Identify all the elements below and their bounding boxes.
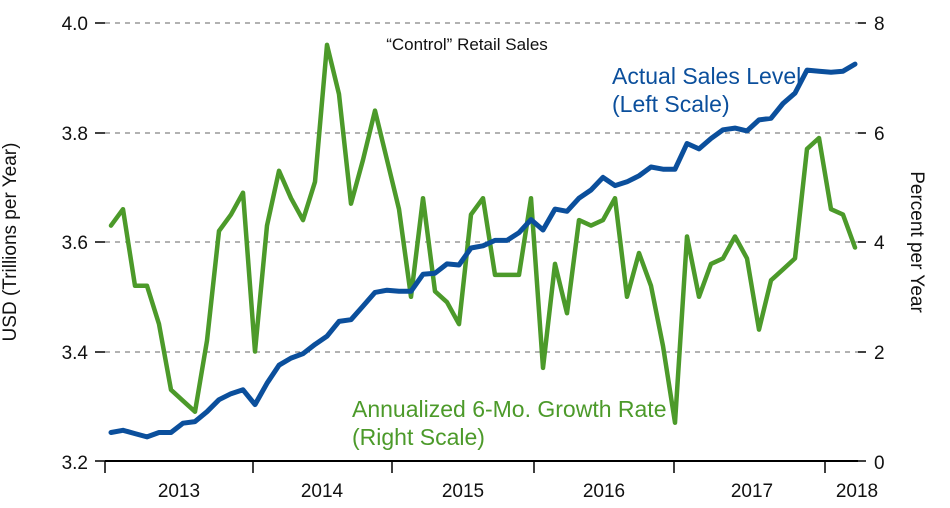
- left-tick-label: 3.2: [62, 453, 88, 474]
- x-ticks: [104, 461, 826, 473]
- series-line-growth-rate: [108, 42, 858, 425]
- green-series-sublabel: (Right Scale): [352, 424, 485, 450]
- right-ticks: [858, 22, 866, 462]
- green-series-label: Annualized 6-Mo. Growth Rate: [352, 396, 667, 422]
- x-tick-labels: 2013 2014 2015 2016 2017 2018: [158, 481, 878, 502]
- left-tick-label: 3.6: [62, 233, 88, 254]
- left-tick-label: 3.4: [62, 343, 89, 364]
- right-tick-labels: 8 6 4 2 0: [874, 14, 885, 474]
- series-line-sales-level: [108, 61, 858, 440]
- chart-title: “Control” Retail Sales: [386, 35, 548, 54]
- x-tick-label: 2013: [158, 481, 200, 502]
- left-tick-labels: 4.0 3.8 3.6 3.4 3.2: [62, 14, 89, 474]
- right-tick-label: 0: [874, 453, 885, 474]
- right-tick-label: 2: [874, 343, 885, 364]
- x-tick-label: 2017: [731, 481, 773, 502]
- x-tick-label: 2014: [301, 481, 344, 502]
- right-tick-label: 6: [874, 124, 885, 145]
- left-tick-label: 3.8: [62, 124, 88, 145]
- x-tick-label: 2016: [583, 481, 625, 502]
- x-tick-label: 2018: [836, 481, 878, 502]
- left-ticks: [95, 22, 105, 462]
- right-axis-title: Percent per Year: [906, 171, 927, 313]
- blue-series-label: Actual Sales Level: [612, 63, 801, 89]
- left-tick-label: 4.0: [62, 14, 88, 35]
- x-tick-label: 2015: [442, 481, 484, 502]
- right-tick-label: 4: [874, 233, 885, 254]
- blue-series-sublabel: (Left Scale): [612, 91, 730, 117]
- left-axis-title: USD (Trillions per Year): [0, 143, 21, 342]
- right-tick-label: 8: [874, 14, 885, 35]
- series-layer: [108, 42, 858, 440]
